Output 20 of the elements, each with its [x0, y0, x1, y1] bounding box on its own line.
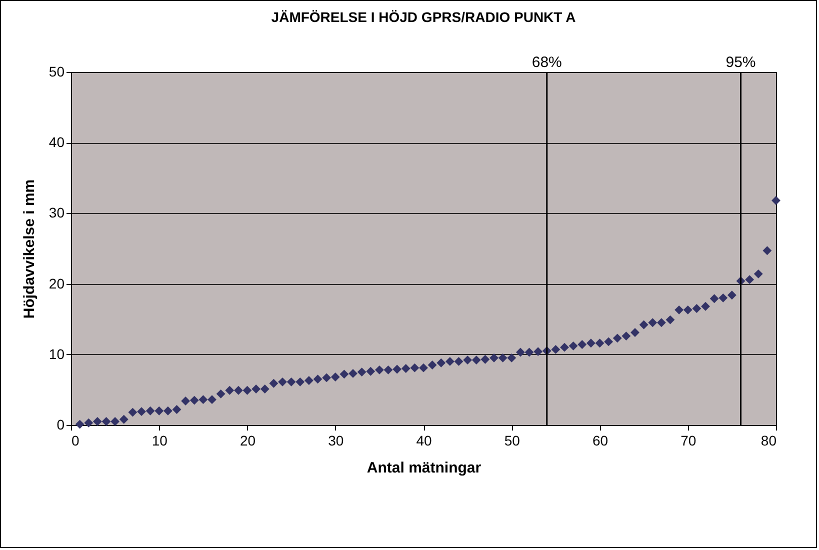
x-tick-label: 0 [72, 432, 80, 448]
y-tick-label: 10 [48, 346, 65, 362]
x-tick-label: 30 [328, 432, 344, 448]
x-tick-label: 80 [760, 432, 777, 448]
y-axis-title: Höjdavvikelse i mm [20, 179, 38, 319]
y-tick-label: 30 [48, 204, 65, 221]
y-tick-label: 20 [48, 275, 65, 292]
y-tick-label: 40 [48, 134, 65, 150]
annotation: 68% [532, 54, 562, 71]
x-tick-label: 50 [504, 432, 520, 448]
x-tick-label: 70 [680, 432, 696, 448]
y-tick-label: 50 [48, 64, 65, 80]
chart-title: JÄMFÖRELSE I HÖJD GPRS/RADIO PUNKT A [271, 9, 576, 25]
x-tick-label: 40 [416, 432, 432, 448]
x-axis-title: Antal mätningar [366, 460, 482, 476]
x-tick-label: 20 [240, 432, 256, 448]
x-tick-label: 60 [592, 432, 608, 448]
y-tick-label: 0 [56, 416, 65, 432]
annotation: 95% [726, 54, 756, 71]
x-tick-label: 10 [152, 432, 168, 448]
